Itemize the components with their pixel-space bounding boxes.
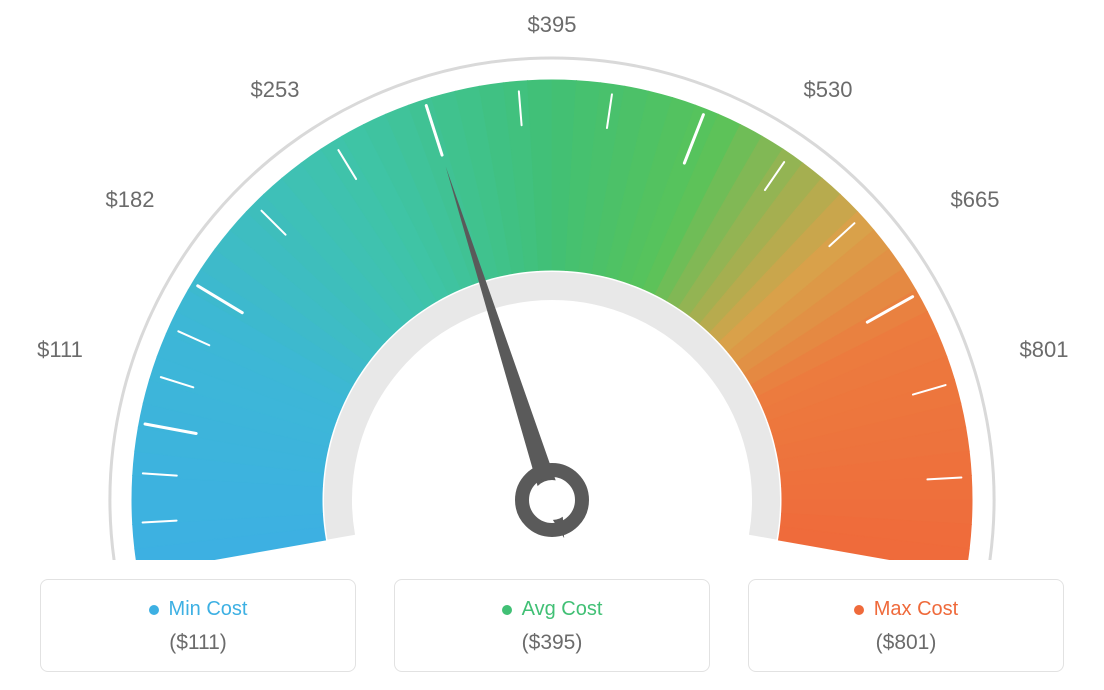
- gauge-tick-label: $395: [528, 12, 577, 38]
- legend-title-avg: Avg Cost: [502, 598, 603, 621]
- dot-icon: [854, 605, 864, 615]
- legend-title-text: Avg Cost: [522, 598, 603, 621]
- legend-card-max: Max Cost ($801): [748, 579, 1064, 672]
- legend-title-max: Max Cost: [854, 598, 958, 621]
- gauge-tick-label: $801: [1020, 337, 1069, 363]
- gauge-svg: [0, 0, 1104, 560]
- dot-icon: [502, 605, 512, 615]
- gauge-chart: $111 $182 $253 $395 $530 $665 $801: [0, 0, 1104, 560]
- gauge-tick-label: $253: [251, 77, 300, 103]
- legend-card-avg: Avg Cost ($395): [394, 579, 710, 672]
- gauge-tick-label: $182: [106, 187, 155, 213]
- gauge-tick-label: $665: [951, 187, 1000, 213]
- legend-title-min: Min Cost: [149, 598, 248, 621]
- dot-icon: [149, 605, 159, 615]
- gauge-tick-label: $111: [37, 337, 83, 363]
- gauge-tick-label: $530: [804, 77, 853, 103]
- legend-card-min: Min Cost ($111): [40, 579, 356, 672]
- legend-title-text: Min Cost: [169, 598, 248, 621]
- legend-value-max: ($801): [759, 631, 1053, 655]
- legend-value-min: ($111): [51, 631, 345, 655]
- legend-row: Min Cost ($111) Avg Cost ($395) Max Cost…: [0, 579, 1104, 672]
- legend-title-text: Max Cost: [874, 598, 958, 621]
- legend-value-avg: ($395): [405, 631, 699, 655]
